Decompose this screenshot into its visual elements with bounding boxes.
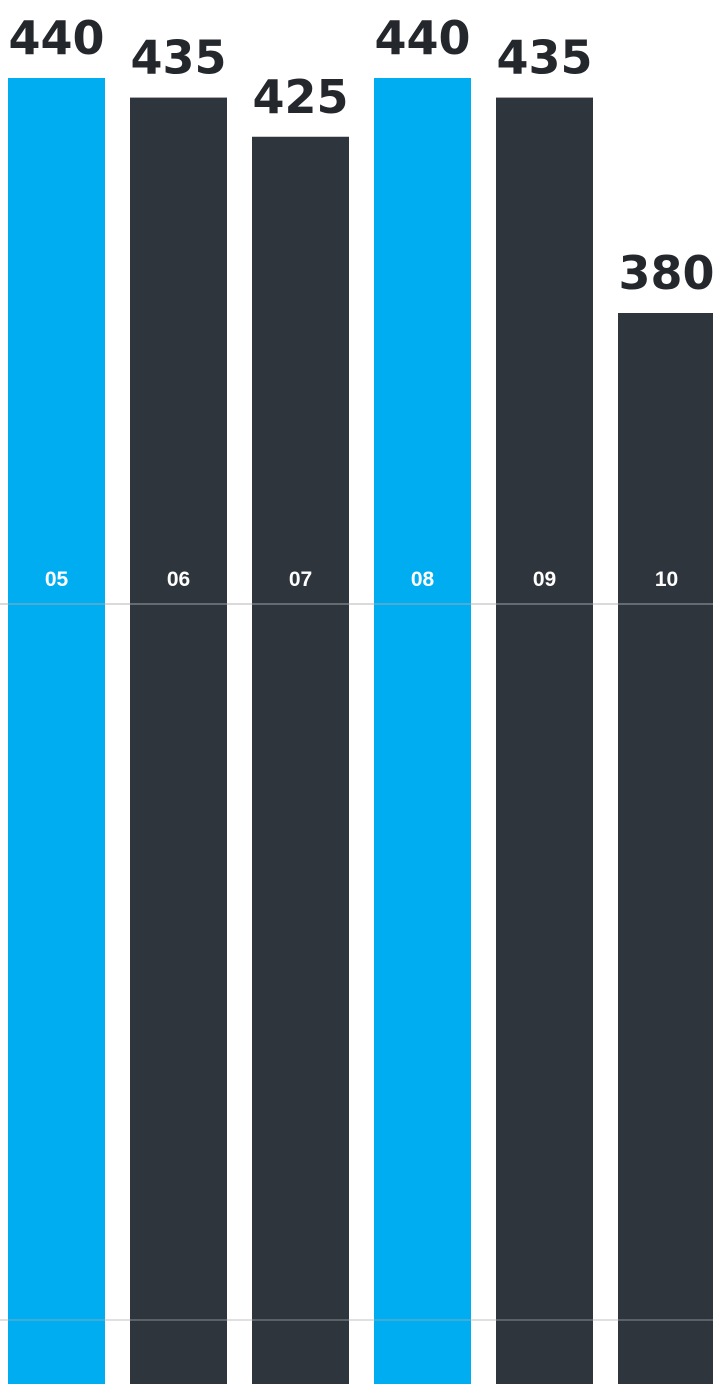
value-labels: 440 435 425 440 435 380 <box>8 11 713 300</box>
category-label-06: 06 <box>167 568 190 591</box>
bar-09 <box>496 97 593 1384</box>
bar-07 <box>252 136 349 1384</box>
value-label-06: 435 <box>130 31 226 85</box>
bar-10 <box>618 313 713 1384</box>
value-label-07: 425 <box>252 70 348 124</box>
category-label-08: 08 <box>411 568 435 591</box>
category-labels: 05 06 07 08 09 10 <box>45 568 678 591</box>
bar-06 <box>130 97 227 1384</box>
bars-group <box>8 78 713 1384</box>
reference-lines <box>0 603 713 1321</box>
value-label-09: 435 <box>496 31 592 85</box>
value-label-10: 380 <box>618 246 713 300</box>
value-label-05: 440 <box>8 11 104 65</box>
bar-08 <box>374 78 471 1384</box>
category-label-05: 05 <box>45 568 69 591</box>
category-label-10: 10 <box>655 568 678 591</box>
category-label-09: 09 <box>533 568 556 591</box>
bar-05 <box>8 78 105 1384</box>
value-label-08: 440 <box>374 11 470 65</box>
category-label-07: 07 <box>289 568 312 591</box>
